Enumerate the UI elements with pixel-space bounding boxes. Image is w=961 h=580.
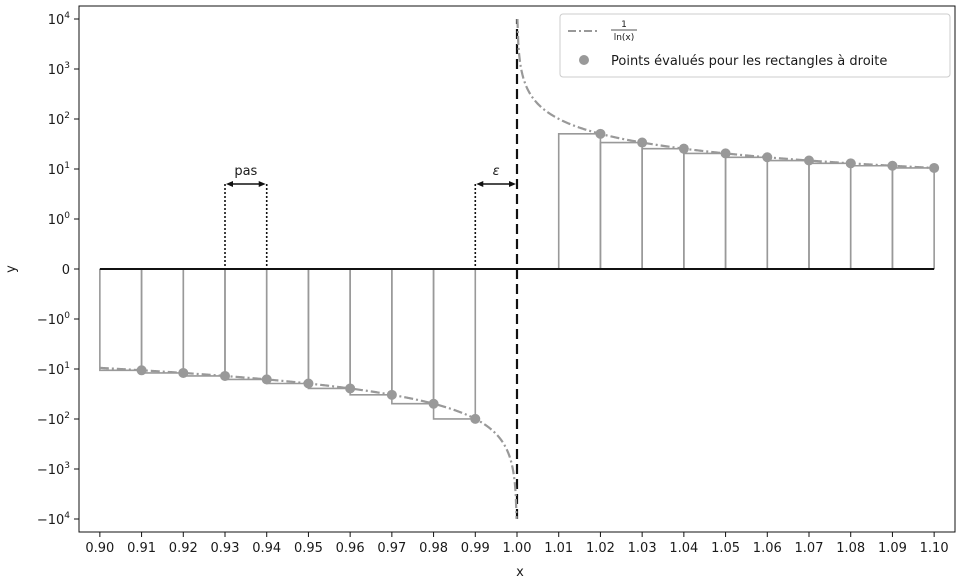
reference-lines-layer (99, 19, 935, 519)
annotation-label: pas (234, 164, 257, 179)
evaluated-point (345, 383, 356, 394)
rectangle-positive (683, 152, 727, 269)
x-axis-label: x (516, 565, 524, 580)
x-tick-label: 0.92 (169, 541, 198, 556)
x-tick-label: 1.01 (544, 541, 573, 556)
evaluated-point (386, 389, 397, 400)
evaluated-point (220, 370, 230, 381)
rectangle-positive (891, 167, 935, 269)
rectangle-positive (724, 156, 769, 269)
evaluated-point (929, 162, 940, 173)
y-tick-label: −103 (37, 461, 70, 478)
annotations-layer: pas ε (224, 164, 516, 269)
evaluated-point (762, 152, 773, 163)
evaluated-point (804, 155, 814, 166)
y-tick-label: 102 (48, 111, 70, 128)
legend-points-label: Points évalués pour les rectangles à dro… (611, 54, 887, 69)
evaluated-point (595, 128, 606, 139)
rectangle-negative (99, 269, 143, 372)
x-tick-label: 1.05 (711, 541, 740, 556)
evaluated-point (261, 374, 272, 385)
y-axis-label: y (4, 265, 19, 273)
x-tick-label: 0.98 (419, 541, 448, 556)
points-layer (136, 128, 940, 424)
rectangle-positive (557, 133, 602, 269)
evaluated-point (637, 137, 648, 148)
x-tick-label: 1.00 (503, 541, 532, 556)
x-tick-label: 0.97 (377, 541, 406, 556)
rectangle-negative (307, 269, 351, 390)
evaluated-point (887, 160, 898, 171)
evaluated-point (178, 367, 189, 378)
rectangle-negative (140, 269, 185, 374)
rectangle-negative (432, 269, 477, 420)
rectangle-negative (349, 269, 393, 396)
rectangle-positive (599, 141, 643, 269)
x-tick-label: 0.99 (461, 541, 490, 556)
evaluated-point (678, 143, 689, 154)
rectangle-negative (224, 269, 268, 381)
x-tick-label: 1.07 (795, 541, 824, 556)
legend-points-swatch (579, 55, 589, 65)
x-tick-label: 1.08 (836, 541, 865, 556)
rectangles-layer (99, 133, 935, 420)
rectangle-negative (391, 269, 435, 405)
y-tick-label: −101 (37, 361, 70, 378)
y-ticks-layer: 104 103 102 101 100 0 −100 −101 −102 −103 −104 (37, 11, 79, 528)
y-tick-label: 103 (48, 61, 70, 78)
y-tick-label: 0 (62, 263, 70, 278)
legend-curve-denominator: ln(x) (614, 33, 635, 43)
x-tick-label: 0.90 (85, 541, 114, 556)
rectangle-positive (641, 147, 685, 269)
legend: 1 ln(x) Points évalués pour les rectangl… (559, 13, 951, 78)
x-tick-label: 0.93 (211, 541, 240, 556)
evaluated-point (720, 148, 731, 159)
evaluated-point (845, 158, 856, 169)
x-tick-label: 0.91 (127, 541, 156, 556)
x-tick-label: 1.10 (920, 541, 949, 556)
rectangle-positive (766, 159, 810, 269)
y-tick-label: −100 (37, 311, 70, 328)
evaluated-point (428, 398, 439, 409)
x-tick-label: 1.04 (669, 541, 698, 556)
x-tick-label: 1.03 (628, 541, 657, 556)
rectangle-positive (849, 164, 894, 269)
x-tick-label: 0.96 (336, 541, 365, 556)
rectangle-negative (265, 269, 310, 385)
curve-right-branch (516, 18, 935, 170)
y-tick-label: −104 (37, 511, 70, 528)
curve-left-branch (99, 366, 518, 520)
y-tick-label: 104 (48, 11, 71, 28)
legend-box (559, 13, 951, 78)
evaluated-point (303, 378, 314, 389)
evaluated-point (470, 413, 481, 424)
x-tick-label: 1.09 (878, 541, 907, 556)
x-tick-label: 1.02 (586, 541, 615, 556)
rectangle-positive (808, 162, 852, 269)
x-ticks-layer: 0.90 0.91 0.92 0.93 0.94 0.95 0.96 0.97 0.98 0.99… (85, 532, 949, 556)
x-tick-label: 0.95 (294, 541, 323, 556)
rectangle-negative (182, 269, 226, 377)
evaluated-point (136, 365, 147, 376)
y-tick-label: 101 (48, 161, 70, 178)
y-tick-label: −102 (37, 411, 70, 428)
x-tick-label: 0.94 (252, 541, 281, 556)
legend-curve-numerator: 1 (621, 20, 627, 30)
x-tick-label: 1.06 (753, 541, 782, 556)
y-tick-label: 100 (48, 211, 71, 228)
annotation-label: ε (493, 164, 500, 179)
